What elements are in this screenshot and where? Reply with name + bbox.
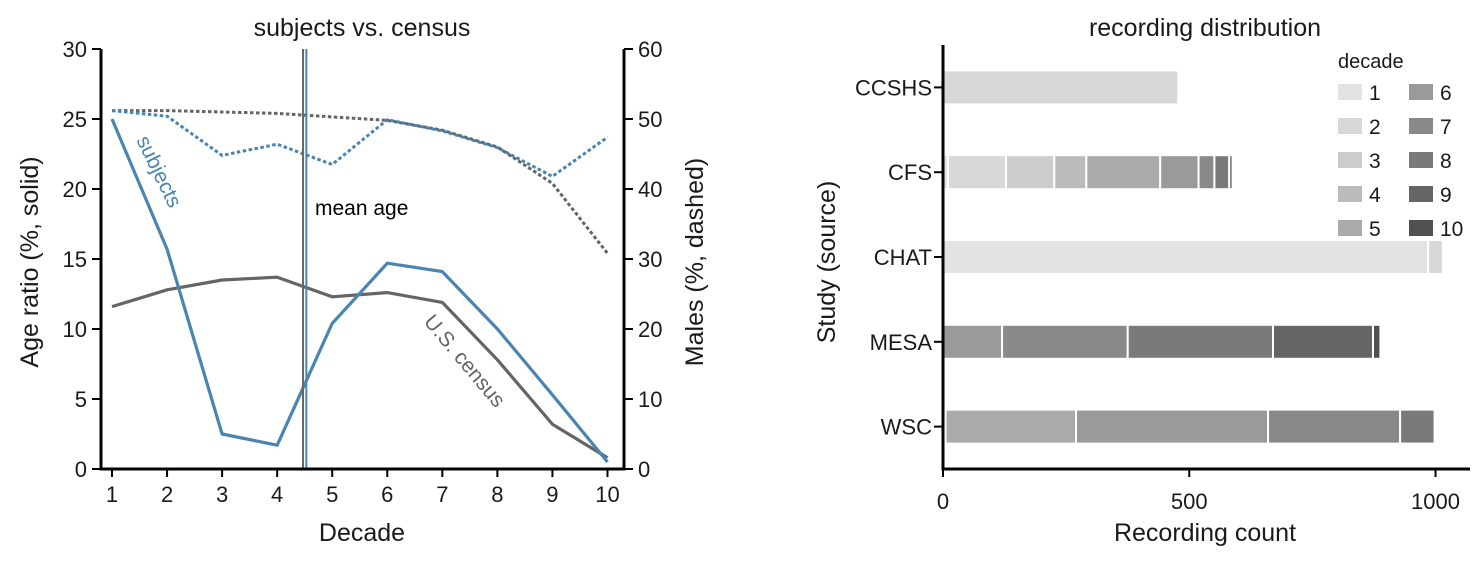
bar-segment-cfs-decade-9 (1228, 154, 1234, 191)
bar-segment-mesa-decade-7 (1001, 323, 1129, 360)
line-chart-title: subjects vs. census (254, 14, 471, 42)
x-axis-label-bars: Recording count (1114, 519, 1296, 547)
y-tick-label: 0 (75, 457, 87, 482)
bar-category-label: WSC (881, 415, 932, 440)
bar-segment-wsc-decade-6 (1075, 408, 1270, 445)
annotation-mean-age: mean age (315, 197, 408, 220)
x-tick-label: 9 (546, 482, 558, 507)
bar-segment-ccshs-decade-2 (942, 69, 1180, 106)
bar-segment-mesa-decade-6 (942, 323, 1004, 360)
legend-label-9: 9 (1440, 184, 1452, 207)
y2-tick-label: 20 (638, 317, 662, 342)
legend-label-4: 4 (1369, 184, 1381, 207)
x-tick-label: 7 (436, 482, 448, 507)
y2-tick-label: 50 (638, 107, 662, 132)
x-tick-label: 8 (491, 482, 503, 507)
x-tick-label: 5 (326, 482, 338, 507)
bar-x-tick-label: 500 (1171, 489, 1208, 514)
bar-category-label: CFS (888, 160, 932, 185)
legend-swatch-9 (1409, 186, 1433, 202)
y2-tick-label: 30 (638, 247, 662, 272)
bar-segment-cfs-decade-5 (1085, 154, 1162, 191)
bar-x-tick-label: 1000 (1411, 489, 1460, 514)
y2-tick-label: 10 (638, 387, 662, 412)
bar-chart-title: recording distribution (1089, 14, 1321, 42)
bar-segment-mesa-decade-8 (1126, 323, 1274, 360)
legend-swatch-5 (1338, 220, 1362, 236)
legend-title: decade (1338, 51, 1404, 73)
x-tick-label: 1 (106, 482, 118, 507)
legend-swatch-6 (1409, 84, 1433, 100)
series-line-census-dashed (112, 109, 609, 255)
bar-category-label: CHAT (874, 245, 932, 270)
series-line-census-solid (111, 275, 609, 460)
annotation-subjects: subjects (132, 132, 186, 211)
y-tick-label: 15 (63, 247, 87, 272)
legend-swatch-3 (1338, 152, 1362, 168)
y-tick-label: 30 (63, 37, 87, 62)
bar-chart: recording distribution CCSHS CFS CHAT MESA W… (813, 14, 1470, 547)
y2-tick-label: 40 (638, 177, 662, 202)
bar-segment-cfs-decade-7 (1197, 154, 1216, 191)
bar-segment-cfs-decade-3 (1005, 154, 1056, 191)
y-tick-label: 10 (63, 317, 87, 342)
bar-segment-cfs-decade-2 (946, 154, 1008, 191)
bar-segment-cfs-decade-6 (1159, 154, 1200, 191)
bar-category-label: CCSHS (855, 75, 932, 100)
bar-segment-cfs-decade-4 (1053, 154, 1088, 191)
series-line-subjects-dashed (111, 109, 609, 178)
legend-label-6: 6 (1440, 82, 1452, 105)
bar-segment-chat-decade-1 (942, 239, 1430, 275)
bar-segment-wsc-decade-5 (944, 408, 1077, 445)
legend-swatch-7 (1409, 118, 1433, 134)
line-chart: subjects vs. census 1 2 3 4 5 6 7 8 9 10 0 5 10 15 20 2… (16, 14, 709, 547)
legend-swatch-4 (1338, 186, 1362, 202)
legend-label-1: 1 (1369, 82, 1381, 105)
bar-segment-mesa-decade-10 (1372, 323, 1382, 360)
legend-swatch-8 (1409, 152, 1433, 168)
x-tick-label: 2 (161, 482, 173, 507)
bar-segment-wsc-decade-8 (1399, 408, 1436, 445)
legend-label-3: 3 (1369, 150, 1381, 173)
y-tick-label: 5 (75, 387, 87, 412)
bar-segment-chat-decade-2 (1427, 239, 1444, 275)
y2-tick-label: 0 (638, 457, 650, 482)
bar-category-label: MESA (870, 330, 933, 355)
y-tick-label: 25 (63, 107, 87, 132)
x-tick-label: 10 (595, 482, 619, 507)
legend-label-7: 7 (1440, 116, 1452, 139)
y-axis-label-left: Age ratio (%, solid) (16, 156, 44, 367)
bar-segment-mesa-decade-9 (1272, 323, 1374, 360)
legend-label-5: 5 (1369, 218, 1381, 241)
x-tick-label: 3 (216, 482, 228, 507)
legend-swatch-10 (1409, 220, 1433, 236)
y-tick-label: 20 (63, 177, 87, 202)
legend-swatch-1 (1338, 84, 1362, 100)
series-line-subjects-solid (110, 118, 609, 464)
y-axis-label-bars: Study (source) (813, 181, 841, 344)
legend-label-8: 8 (1440, 150, 1452, 173)
legend-label-10: 10 (1440, 218, 1463, 241)
legend-label-2: 2 (1369, 116, 1381, 139)
y2-tick-label: 60 (638, 37, 662, 62)
x-tick-label: 6 (381, 482, 393, 507)
x-tick-label: 4 (271, 482, 283, 507)
y-axis-label-right: Males (%, dashed) (681, 158, 709, 366)
legend-swatch-2 (1338, 118, 1362, 134)
x-axis-label: Decade (319, 519, 405, 547)
bar-x-tick-label: 0 (937, 489, 949, 514)
bar-segment-cfs-decade-8 (1213, 154, 1231, 191)
legend: decade 1 2 3 4 5 6 7 8 9 10 (1338, 51, 1463, 241)
bar-segment-wsc-decade-7 (1267, 408, 1402, 445)
